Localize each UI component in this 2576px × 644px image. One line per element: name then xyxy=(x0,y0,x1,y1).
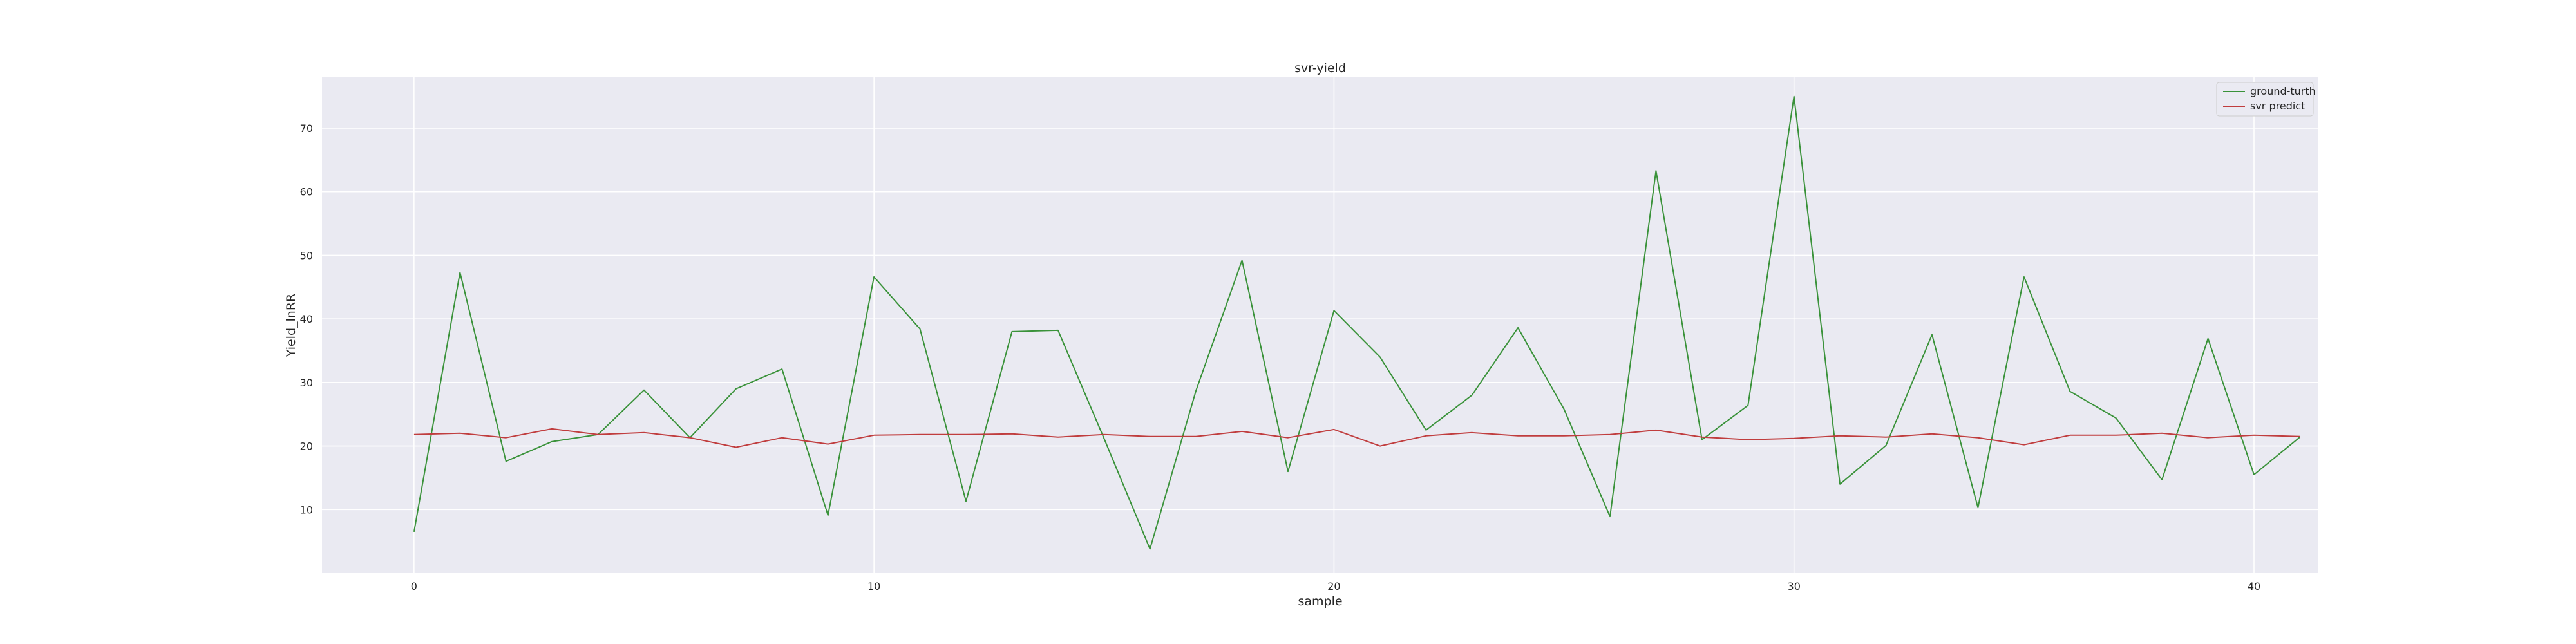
y-axis-label: Yield_lnRR xyxy=(284,294,298,357)
legend: ground-turth svr predict xyxy=(2216,82,2316,117)
y-tick-label: 40 xyxy=(300,313,313,325)
y-tick-label: 10 xyxy=(300,504,313,516)
x-tick-label: 10 xyxy=(867,580,880,592)
series-line-ground-turth xyxy=(413,95,2301,550)
x-tick-label: 20 xyxy=(1327,580,1340,592)
x-tick-label: 0 xyxy=(411,580,417,592)
chart-title: svr-yield xyxy=(1294,61,1346,75)
grid xyxy=(322,77,2318,573)
plot-background xyxy=(322,77,2318,573)
series-line-svr-predict xyxy=(413,428,2300,448)
series-layer xyxy=(413,95,2301,550)
y-tick-label: 50 xyxy=(300,249,313,261)
x-tick-labels: 0 10 20 30 40 xyxy=(411,580,2260,592)
legend-label-ground-turth: ground-turth xyxy=(2250,85,2316,97)
y-tick-label: 70 xyxy=(300,122,313,135)
legend-label-svr-predict: svr predict xyxy=(2250,100,2305,112)
x-axis-label: sample xyxy=(1298,594,1342,609)
y-tick-label: 30 xyxy=(300,377,313,389)
y-tick-labels: 10 20 30 40 50 60 70 xyxy=(300,122,313,516)
y-tick-label: 60 xyxy=(300,186,313,198)
x-tick-label: 40 xyxy=(2248,580,2260,592)
y-tick-label: 20 xyxy=(300,440,313,453)
x-tick-label: 30 xyxy=(1788,580,1801,592)
